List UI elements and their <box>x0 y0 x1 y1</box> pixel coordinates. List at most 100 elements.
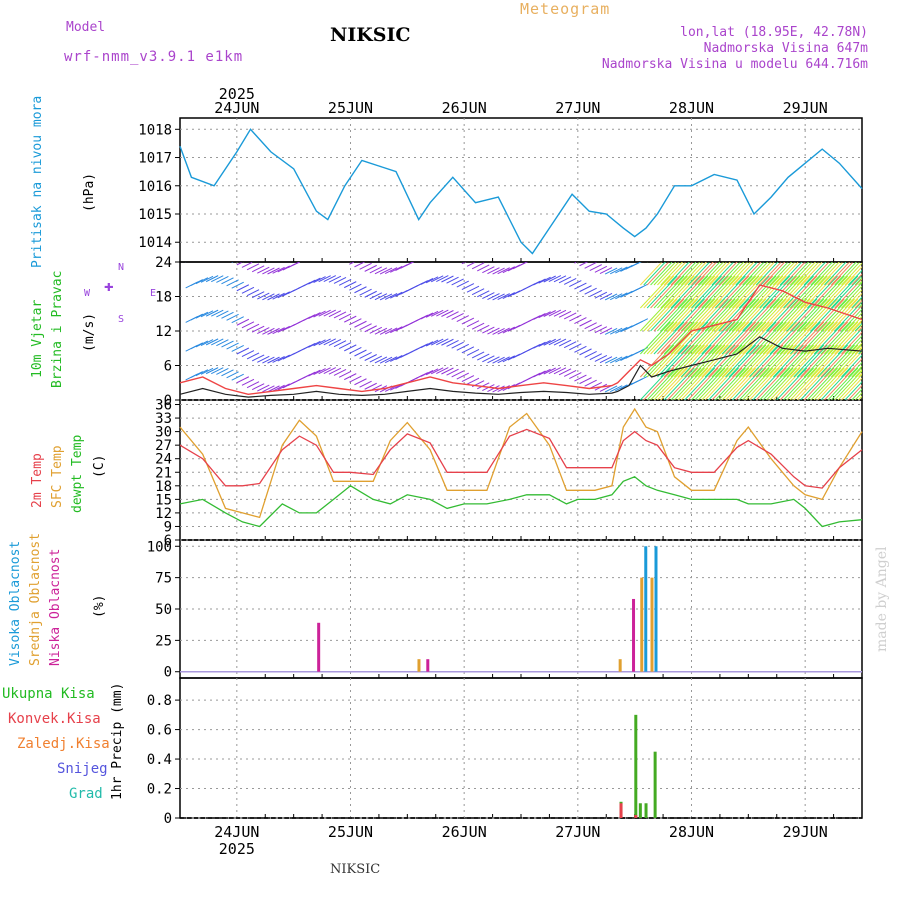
wind-barb <box>725 367 756 400</box>
wind-barb <box>824 367 855 400</box>
wind-barb <box>718 275 750 309</box>
wind-barb <box>783 298 814 332</box>
wind-barb <box>308 277 321 285</box>
wind-barb <box>359 351 372 359</box>
wind-barb <box>759 298 791 332</box>
wind-barb <box>543 338 556 346</box>
wind-barb <box>752 262 776 286</box>
wind-barb <box>667 367 698 400</box>
wind-barb <box>721 262 745 286</box>
wind-barb <box>766 275 797 309</box>
wind-barb <box>646 298 678 332</box>
wind-barb <box>369 355 383 363</box>
wind-barb <box>554 250 566 256</box>
wind-barb <box>338 313 352 321</box>
y-tick-label: 50 <box>155 602 172 618</box>
wind-barb <box>773 262 775 263</box>
wind-barb <box>190 279 204 287</box>
wind-barb <box>844 289 862 309</box>
wind-barb <box>653 298 685 332</box>
wind-barb <box>762 344 794 378</box>
wind-barb <box>390 354 403 362</box>
wind-barb <box>646 275 678 309</box>
wind-barb <box>482 266 495 274</box>
wind-barb <box>749 321 780 355</box>
wind-barb <box>735 298 767 332</box>
wind-barb <box>728 321 760 355</box>
wind-barb <box>538 368 551 376</box>
wind-barb <box>783 367 814 400</box>
y-tick-label: 6 <box>164 533 172 549</box>
day-label-top: 25JUN <box>328 99 373 117</box>
wind-barb <box>803 367 835 400</box>
wind-barb <box>191 254 203 260</box>
y-tick-label: 1018 <box>138 122 172 138</box>
wind-barb <box>461 346 475 354</box>
wind-barb <box>759 344 791 378</box>
wind-barb <box>574 282 587 290</box>
wind-barb <box>732 262 755 286</box>
wind-barb <box>704 367 736 400</box>
wind-barb <box>684 298 716 332</box>
wind-barb <box>313 310 326 318</box>
wind-barb <box>196 252 208 258</box>
wind-barb <box>691 262 714 286</box>
wind-barb <box>844 266 862 286</box>
wind-barb <box>533 341 546 349</box>
wind-barb <box>854 276 862 286</box>
y-tick-label: 100 <box>147 539 172 555</box>
wind-barb <box>745 367 777 400</box>
meteogram-label: Meteogram <box>520 0 611 18</box>
wind-barb <box>807 298 838 332</box>
wind-barb <box>211 275 224 283</box>
wind-barb <box>776 367 808 400</box>
wind-barb <box>861 353 862 354</box>
wind-barb <box>538 276 551 284</box>
wind-barb <box>563 370 577 377</box>
wind-barb <box>420 278 434 285</box>
wind-barb <box>564 253 576 259</box>
wind-barb <box>776 262 778 263</box>
wind-barb <box>369 292 383 300</box>
wind-barb <box>211 250 223 256</box>
wind-barb <box>680 367 712 400</box>
wind-barb <box>820 367 852 400</box>
wind-barb <box>615 292 628 300</box>
wind-barb <box>246 289 260 297</box>
cloud-bar <box>654 546 658 672</box>
wind-barb <box>687 298 719 332</box>
wind-barb <box>528 255 540 261</box>
wind-barb <box>374 293 388 301</box>
wind-barb <box>635 318 649 326</box>
wind-barb <box>827 275 859 309</box>
wind-barb <box>594 291 608 299</box>
wind-barb <box>420 370 434 377</box>
wind-barb <box>226 313 239 321</box>
cloud-bar <box>618 659 622 672</box>
wind-barb <box>851 296 862 309</box>
wind-barb <box>670 298 702 332</box>
wind-barb <box>687 275 719 309</box>
wind-barb <box>701 262 703 263</box>
wind-barb <box>697 367 729 400</box>
wind-barb <box>610 327 623 335</box>
wind-barb <box>738 344 770 378</box>
wind-barb <box>277 291 290 299</box>
wind-barb <box>543 275 556 283</box>
precip-bar <box>644 803 648 818</box>
precip-bar <box>653 751 657 818</box>
wind-barb <box>691 367 722 400</box>
wind-barb <box>725 344 756 378</box>
wind-barb <box>841 262 843 263</box>
y-tick-label: 30 <box>155 425 172 441</box>
wind-barb <box>379 267 393 275</box>
wind-barb <box>844 312 862 332</box>
wind-barb <box>548 338 562 346</box>
wind-barb <box>599 267 613 274</box>
wind-barb <box>732 344 763 378</box>
wind-barb <box>660 275 692 309</box>
wind-barb <box>425 276 439 284</box>
wind-barb <box>492 328 505 335</box>
model-label: Model <box>66 20 106 35</box>
wind-barb <box>615 266 628 274</box>
